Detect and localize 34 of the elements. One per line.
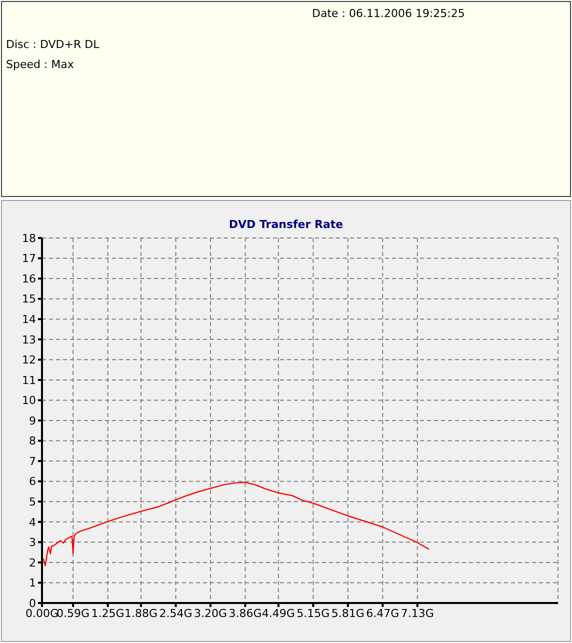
y-tick-label: 14 xyxy=(22,313,36,326)
y-tick-label: 6 xyxy=(29,475,36,488)
y-tick-label: 5 xyxy=(29,496,36,509)
x-tick-label: 1.88G xyxy=(124,606,158,620)
x-tick-label: 3.20G xyxy=(194,606,228,620)
y-tick-label: 1 xyxy=(29,576,36,590)
x-tick-label: 0.59G xyxy=(56,606,90,620)
y-tick-label: 18 xyxy=(22,232,36,245)
x-tick-label: 1.25G xyxy=(91,606,124,620)
y-tick-label: 10 xyxy=(22,394,36,408)
y-tick-label: 9 xyxy=(29,414,36,428)
x-tick-label: 4.49G xyxy=(262,606,295,620)
y-tick-label: 15 xyxy=(22,292,36,306)
y-tick-label: 4 xyxy=(29,516,36,529)
x-tick-label: 6.47G xyxy=(366,606,400,620)
y-tick-label: 12 xyxy=(22,354,36,367)
line-series xyxy=(42,482,430,566)
y-tick-label: 8 xyxy=(29,434,36,448)
y-tick-label: 7 xyxy=(29,454,36,468)
y-tick-label: 11 xyxy=(22,374,36,387)
x-tick-label: 2.54G xyxy=(159,606,192,620)
y-tick-label: 2 xyxy=(29,556,36,570)
x-tick-label: 5.81G xyxy=(331,606,364,620)
y-tick-label: 3 xyxy=(29,536,36,550)
chart-title: DVD Transfer Rate xyxy=(228,218,344,231)
y-tick-label: 13 xyxy=(22,333,36,346)
text: Speed : Max xyxy=(6,58,74,71)
x-tick-label: 5.15G xyxy=(296,606,330,620)
text: Date : 06.11.2006 19:25:25 xyxy=(312,7,465,20)
x-tick-label: 7.13G xyxy=(400,606,434,620)
y-tick-label: 17 xyxy=(22,252,36,266)
text: Disc : DVD+R DL xyxy=(6,38,100,51)
x-tick-label: 3.86G xyxy=(228,606,262,620)
y-tick-label: 16 xyxy=(22,272,36,286)
